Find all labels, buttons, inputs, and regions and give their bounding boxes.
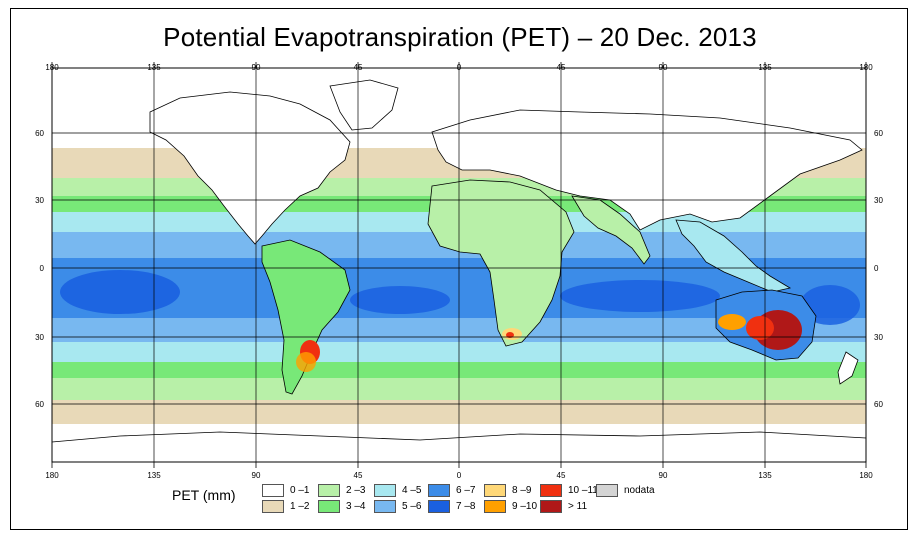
lon-label: 180 — [859, 63, 873, 72]
legend-item-label: 8 –9 — [512, 485, 532, 496]
legend-swatch — [428, 500, 450, 513]
legend-title: PET (mm) — [172, 487, 236, 503]
lat-label: 60 — [35, 129, 44, 138]
legend-item: 8 –9 — [484, 484, 531, 497]
lon-label: 135 — [758, 471, 772, 480]
legend-swatch — [374, 484, 396, 497]
southeast-asia — [675, 219, 792, 293]
legend-item-label: > 11 — [568, 501, 587, 512]
graticule — [52, 68, 866, 462]
legend-swatch — [262, 484, 284, 497]
argentina-warm — [296, 352, 316, 372]
legend-item: nodata — [596, 484, 655, 497]
legend-item-label: 7 –8 — [456, 501, 476, 512]
legend-item-label: 2 –3 — [346, 485, 366, 496]
lon-label: 90 — [252, 63, 261, 72]
lon-label: 90 — [252, 471, 261, 480]
lon-label: 45 — [354, 471, 363, 480]
legend-item: 0 –1 — [262, 484, 309, 497]
lon-label: 45 — [557, 63, 566, 72]
lon-labels-bottom: 180 135 90 45 0 45 90 135 180 — [45, 471, 873, 480]
legend-item-label: nodata — [624, 485, 655, 496]
greenland — [329, 79, 399, 131]
australia-hotspot-red — [746, 316, 774, 340]
indian-dark-patch — [560, 280, 720, 312]
lon-label: 135 — [758, 63, 772, 72]
north-america — [149, 91, 351, 245]
legend-swatch — [262, 500, 284, 513]
lon-label: 90 — [659, 63, 668, 72]
legend-swatch — [596, 484, 618, 497]
legend-item: 9 –10 — [484, 500, 537, 513]
lon-label: 45 — [557, 471, 566, 480]
legend-item-label: 5 –6 — [402, 501, 422, 512]
legend-swatch — [540, 500, 562, 513]
legend-item-label: 6 –7 — [456, 485, 476, 496]
lon-label: 0 — [457, 63, 462, 72]
lat-label: 30 — [35, 333, 44, 342]
lat-label: 60 — [35, 400, 44, 409]
lat-label: 30 — [35, 196, 44, 205]
legend-swatch — [318, 484, 340, 497]
lon-labels-top: 180 135 90 45 0 45 90 135 180 — [45, 63, 873, 72]
legend-item-label: 0 –1 — [290, 485, 310, 496]
map-title: Potential Evapotranspiration (PET) – 20 … — [163, 22, 757, 52]
legend-swatch — [540, 484, 562, 497]
new-zealand — [837, 351, 859, 385]
lon-label: 135 — [147, 471, 161, 480]
legend-item: 4 –5 — [374, 484, 421, 497]
legend-item-label: 10 –11 — [568, 485, 598, 496]
australia-west-hot — [718, 314, 746, 330]
legend-item: 7 –8 — [428, 500, 475, 513]
lat-label: 60 — [874, 129, 883, 138]
lon-label: 135 — [147, 63, 161, 72]
legend-swatch — [428, 484, 450, 497]
map-body — [52, 68, 866, 462]
arabia-india — [571, 195, 651, 265]
lon-label: 180 — [45, 471, 59, 480]
atlantic-dark-patch — [350, 286, 450, 314]
south-america — [261, 239, 351, 395]
lon-label: 0 — [457, 471, 462, 480]
legend-item-label: 3 –4 — [346, 501, 366, 512]
legend-item: 3 –4 — [318, 500, 365, 513]
tick-marks — [51, 62, 867, 468]
lon-label: 180 — [45, 63, 59, 72]
legend-item: > 11 — [540, 500, 587, 513]
lat-label: 0 — [874, 264, 879, 273]
south-africa-red — [506, 332, 514, 338]
lat-label: 30 — [874, 196, 883, 205]
legend-swatch — [318, 500, 340, 513]
legend-swatch — [374, 500, 396, 513]
legend-item-label: 1 –2 — [290, 501, 310, 512]
legend-item: 2 –3 — [318, 484, 365, 497]
lon-label: 90 — [659, 471, 668, 480]
lat-label: 30 — [874, 333, 883, 342]
legend-swatch — [484, 484, 506, 497]
lat-labels-left: 60 30 0 30 60 — [35, 129, 44, 409]
lat-label: 0 — [40, 264, 45, 273]
legend-item: 6 –7 — [428, 484, 475, 497]
lon-label: 45 — [354, 63, 363, 72]
legend-item-label: 9 –10 — [512, 501, 538, 512]
lon-label: 180 — [859, 471, 873, 480]
lat-label: 60 — [874, 400, 883, 409]
legend-swatch — [484, 500, 506, 513]
legend-item: 10 –11 — [540, 484, 598, 497]
legend-item: 5 –6 — [374, 500, 421, 513]
legend-item: 1 –2 — [262, 500, 309, 513]
lat-labels-right: 60 30 0 30 60 — [874, 129, 883, 409]
pacific-dark-patch — [60, 270, 180, 314]
africa — [427, 179, 575, 347]
legend-item-label: 4 –5 — [402, 485, 422, 496]
